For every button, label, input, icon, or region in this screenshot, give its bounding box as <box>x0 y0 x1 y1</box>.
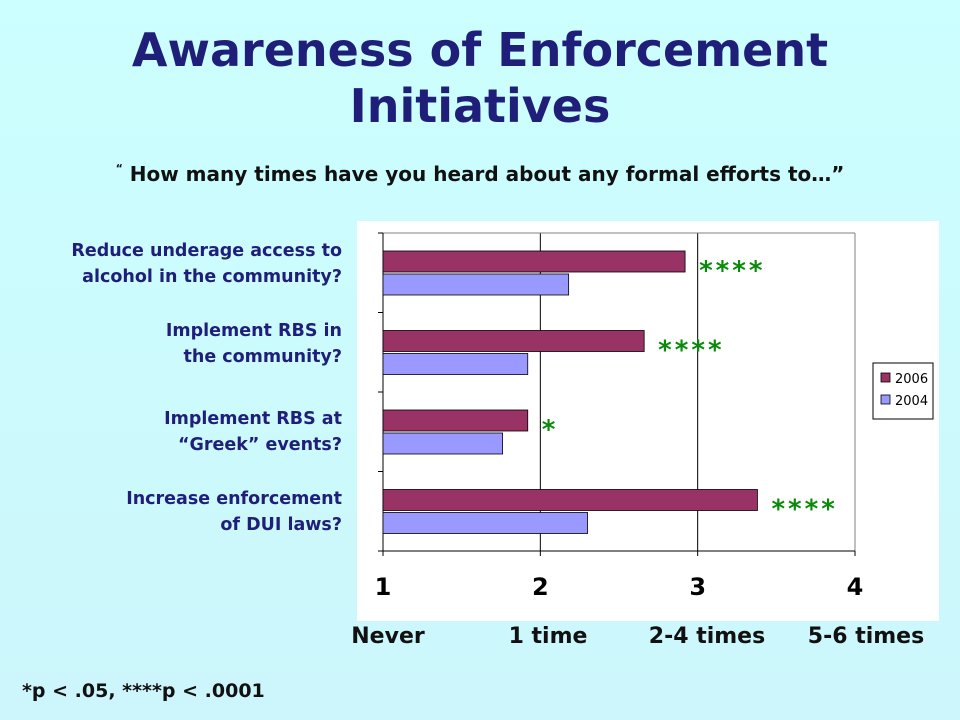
chart-panel: 1 2 3 4 **** **** * **** 2006 2004 <box>357 221 939 621</box>
significance-marker: * <box>542 415 559 445</box>
x-tick-label: 4 <box>847 573 864 601</box>
significance-marker: **** <box>658 336 724 366</box>
category-label-line: “Greek” events? <box>177 435 342 455</box>
legend-swatch <box>880 372 891 383</box>
x-tick-label: 3 <box>689 573 706 601</box>
title-line-1: Awareness of Enforcement <box>131 23 829 77</box>
category-label-line: the community? <box>183 347 343 367</box>
x-tick-description: 1 time <box>508 624 588 649</box>
survey-question: “ How many times have you heard about an… <box>0 162 960 186</box>
legend-label: 2004 <box>895 394 928 409</box>
x-tick-description: 2-4 times <box>648 624 766 649</box>
category-label-line: of DUI laws? <box>220 515 342 535</box>
bar-2006 <box>382 409 529 432</box>
open-quote: “ <box>115 162 123 175</box>
x-tick-label: 2 <box>532 573 549 601</box>
bar-2006 <box>382 250 686 273</box>
chart-title: Awareness of Enforcement Initiatives <box>0 22 960 134</box>
category-label-line: Implement RBS in <box>165 321 342 341</box>
significance-marker: **** <box>771 495 837 525</box>
category-label-line: Implement RBS at <box>164 409 342 429</box>
category-label-line: Increase enforcement <box>126 489 342 509</box>
significance-marker: **** <box>699 256 765 286</box>
legend-swatch <box>880 394 891 405</box>
legend-box <box>872 362 934 420</box>
x-tick-description: Never <box>351 624 425 649</box>
question-text: How many times have you heard about any … <box>129 162 845 186</box>
category-label: Increase enforcement of DUI laws? <box>2 486 342 538</box>
category-label: Implement RBS at “Greek” events? <box>2 406 342 458</box>
category-label: Reduce underage access to alcohol in the… <box>2 238 342 290</box>
bar-2004 <box>382 512 588 534</box>
bar-2004 <box>382 273 570 296</box>
x-tick-label: 1 <box>375 573 392 601</box>
bar-2004 <box>382 353 529 375</box>
category-label-line: Reduce underage access to <box>71 241 342 261</box>
bar-2006 <box>382 489 758 511</box>
title-line-2: Initiatives <box>349 79 611 133</box>
legend-label: 2006 <box>895 372 928 387</box>
bar-2006 <box>382 330 645 352</box>
x-tick-description: 5-6 times <box>807 624 925 649</box>
category-label: Implement RBS in the community? <box>2 318 342 370</box>
bar-2004 <box>382 432 503 455</box>
significance-footnote: *p < .05, ****p < .0001 <box>22 680 265 702</box>
category-label-line: alcohol in the community? <box>82 267 342 287</box>
